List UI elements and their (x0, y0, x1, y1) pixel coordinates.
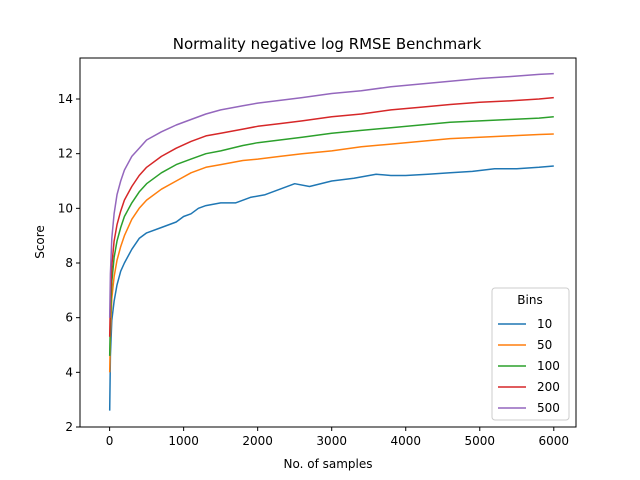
y-tick-label: 8 (65, 256, 73, 270)
x-axis: 0 1000 2000 3000 4000 5000 6000 (106, 427, 569, 448)
series-line-500 (108, 72, 554, 318)
series-line-10 (108, 165, 554, 411)
y-tick-label: 10 (58, 201, 73, 215)
x-axis-label: No. of samples (284, 457, 373, 471)
legend-label-10: 10 (537, 317, 552, 331)
x-tick-label: 5000 (464, 434, 495, 448)
series-line-100 (108, 116, 554, 356)
legend-label-200: 200 (537, 380, 560, 394)
series-line-50 (108, 133, 554, 373)
y-tick-label: 2 (65, 420, 73, 434)
legend-label-100: 100 (537, 359, 560, 373)
chart-title: Normality negative log RMSE Benchmark (173, 35, 482, 53)
x-tick-label: 6000 (539, 434, 570, 448)
legend: Bins 10 50 100 200 500 (491, 287, 570, 421)
y-axis-label: Score (33, 225, 47, 259)
legend-items: 10 50 100 200 500 (498, 317, 560, 415)
x-tick-label: 4000 (390, 434, 421, 448)
plot-frame (79, 57, 577, 428)
y-tick-label: 6 (65, 311, 73, 325)
x-tick-label: 0 (106, 434, 114, 448)
legend-label-500: 500 (537, 401, 560, 415)
y-tick-label: 14 (58, 92, 73, 106)
legend-label-50: 50 (537, 338, 552, 352)
x-tick-label: 3000 (316, 434, 347, 448)
series-line-200 (108, 96, 554, 337)
x-tick-label: 2000 (242, 434, 273, 448)
x-tick-label: 1000 (168, 434, 199, 448)
y-tick-label: 12 (58, 147, 73, 161)
y-axis: 2 4 6 8 10 12 14 (58, 92, 80, 434)
legend-title: Bins (517, 293, 542, 307)
y-tick-label: 4 (65, 365, 73, 379)
plot-area (108, 72, 554, 411)
